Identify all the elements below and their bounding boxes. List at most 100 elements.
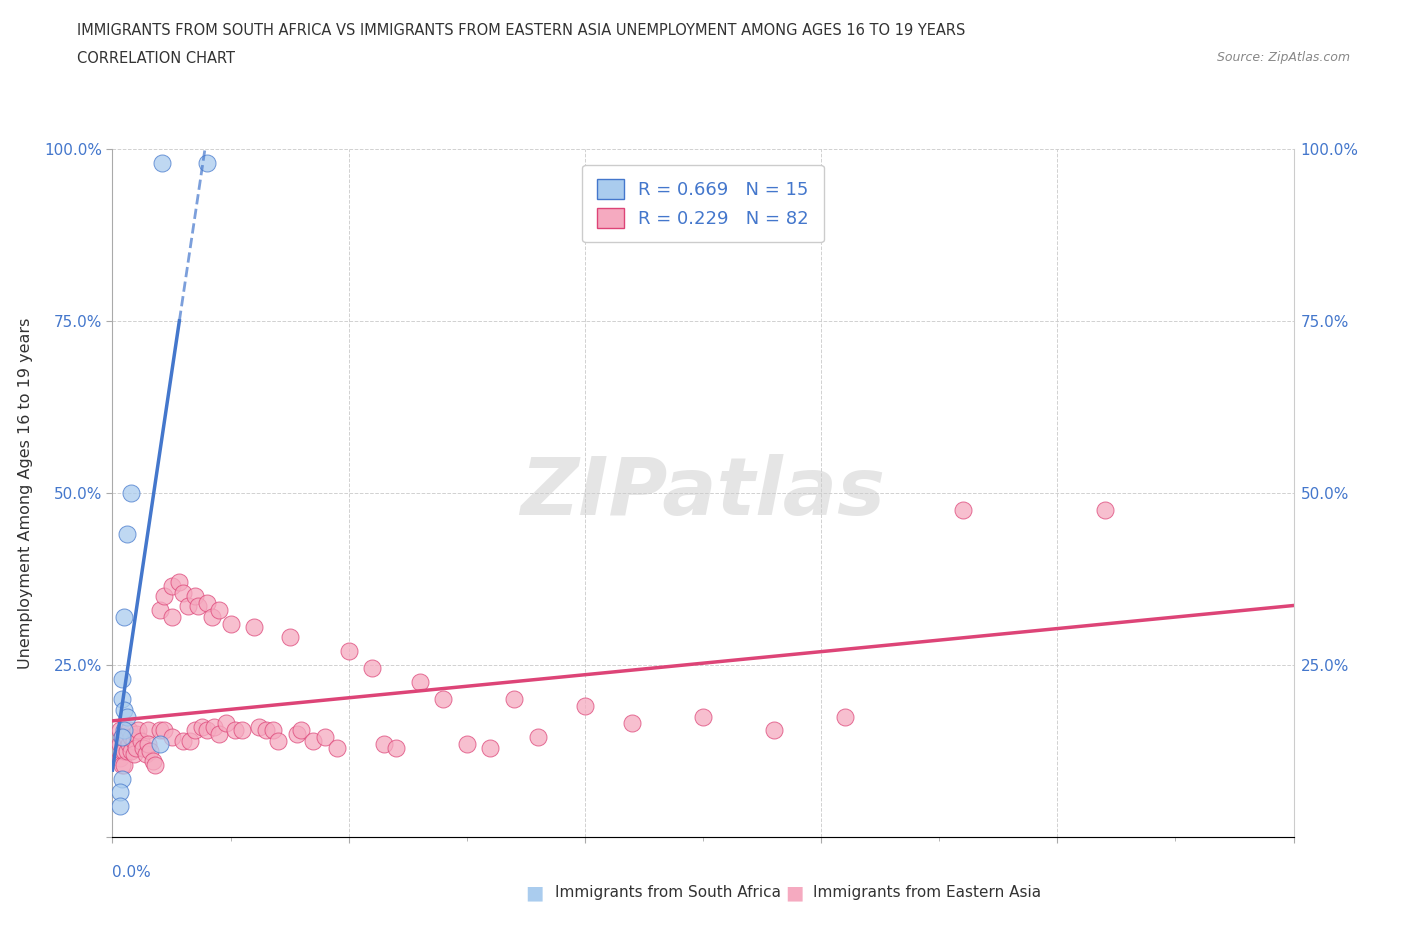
Point bbox=[149, 603, 172, 618]
Text: ■: ■ bbox=[785, 884, 804, 902]
Point bbox=[112, 730, 135, 745]
Point bbox=[179, 733, 201, 748]
Text: ■: ■ bbox=[524, 884, 544, 902]
Point bbox=[111, 744, 134, 759]
Point bbox=[136, 723, 159, 737]
Point bbox=[108, 723, 131, 737]
Point bbox=[108, 737, 131, 751]
Point bbox=[202, 720, 225, 735]
Point bbox=[120, 730, 142, 745]
Text: ZIPatlas: ZIPatlas bbox=[520, 454, 886, 532]
Text: Source: ZipAtlas.com: Source: ZipAtlas.com bbox=[1216, 51, 1350, 64]
Point bbox=[177, 599, 200, 614]
Point bbox=[621, 716, 644, 731]
Point bbox=[692, 710, 714, 724]
Point bbox=[122, 733, 145, 748]
Point bbox=[172, 733, 194, 748]
Point bbox=[115, 744, 138, 759]
Point bbox=[314, 730, 336, 745]
Point bbox=[167, 575, 190, 590]
Point bbox=[326, 740, 349, 755]
Point bbox=[184, 589, 207, 604]
Point bbox=[361, 661, 384, 676]
Point bbox=[1094, 503, 1116, 518]
Point bbox=[127, 723, 149, 737]
Text: IMMIGRANTS FROM SOUTH AFRICA VS IMMIGRANTS FROM EASTERN ASIA UNEMPLOYMENT AMONG : IMMIGRANTS FROM SOUTH AFRICA VS IMMIGRAN… bbox=[77, 23, 966, 38]
Point bbox=[139, 744, 162, 759]
Text: 0.0%: 0.0% bbox=[112, 865, 152, 880]
Point bbox=[432, 692, 454, 707]
Point bbox=[834, 710, 856, 724]
Text: Immigrants from South Africa: Immigrants from South Africa bbox=[555, 885, 782, 900]
Point bbox=[115, 710, 138, 724]
Point bbox=[111, 692, 134, 707]
Point bbox=[112, 744, 135, 759]
Point bbox=[952, 503, 974, 518]
Point bbox=[195, 595, 218, 610]
Point bbox=[120, 485, 142, 500]
Point bbox=[243, 619, 266, 634]
Point bbox=[231, 723, 253, 737]
Point bbox=[574, 698, 596, 713]
Point bbox=[267, 733, 290, 748]
Point bbox=[149, 737, 172, 751]
Point bbox=[208, 726, 231, 741]
Point bbox=[111, 671, 134, 686]
Point bbox=[479, 740, 502, 755]
Point bbox=[108, 799, 131, 814]
Point bbox=[247, 720, 270, 735]
Point bbox=[115, 730, 138, 745]
Point bbox=[160, 578, 183, 593]
Point bbox=[191, 720, 214, 735]
Point bbox=[111, 730, 134, 745]
Point bbox=[129, 733, 152, 748]
Point bbox=[224, 723, 246, 737]
Point bbox=[278, 630, 301, 644]
Point bbox=[195, 723, 218, 737]
Point bbox=[149, 723, 172, 737]
Text: CORRELATION CHART: CORRELATION CHART bbox=[77, 51, 235, 66]
Point bbox=[135, 747, 157, 762]
Point bbox=[526, 730, 548, 745]
Point bbox=[115, 526, 138, 541]
Y-axis label: Unemployment Among Ages 16 to 19 years: Unemployment Among Ages 16 to 19 years bbox=[18, 317, 32, 669]
Point bbox=[160, 609, 183, 624]
Point bbox=[290, 723, 312, 737]
Point bbox=[172, 585, 194, 600]
Point bbox=[122, 747, 145, 762]
Point bbox=[111, 757, 134, 772]
Point bbox=[118, 737, 141, 751]
Point bbox=[186, 599, 208, 614]
Point bbox=[408, 675, 430, 690]
Point bbox=[112, 702, 135, 717]
Point bbox=[153, 723, 176, 737]
Point bbox=[125, 740, 148, 755]
Point bbox=[108, 751, 131, 765]
Point bbox=[160, 730, 183, 745]
Point bbox=[254, 723, 277, 737]
Point bbox=[132, 740, 155, 755]
Point bbox=[112, 609, 135, 624]
Point bbox=[111, 730, 134, 745]
Point bbox=[456, 737, 478, 751]
Point bbox=[195, 155, 218, 170]
Point bbox=[302, 733, 325, 748]
Point bbox=[143, 757, 166, 772]
Point bbox=[150, 155, 173, 170]
Text: Immigrants from Eastern Asia: Immigrants from Eastern Asia bbox=[813, 885, 1040, 900]
Point bbox=[142, 754, 165, 769]
Point bbox=[136, 737, 159, 751]
Point bbox=[125, 726, 148, 741]
Point bbox=[184, 723, 207, 737]
Point bbox=[118, 723, 141, 737]
Point bbox=[219, 617, 242, 631]
Point bbox=[111, 771, 134, 786]
Point bbox=[285, 726, 308, 741]
Point bbox=[112, 723, 135, 737]
Point bbox=[208, 603, 231, 618]
Point bbox=[385, 740, 408, 755]
Point bbox=[215, 716, 238, 731]
Point bbox=[373, 737, 395, 751]
Point bbox=[108, 785, 131, 800]
Point bbox=[762, 723, 785, 737]
